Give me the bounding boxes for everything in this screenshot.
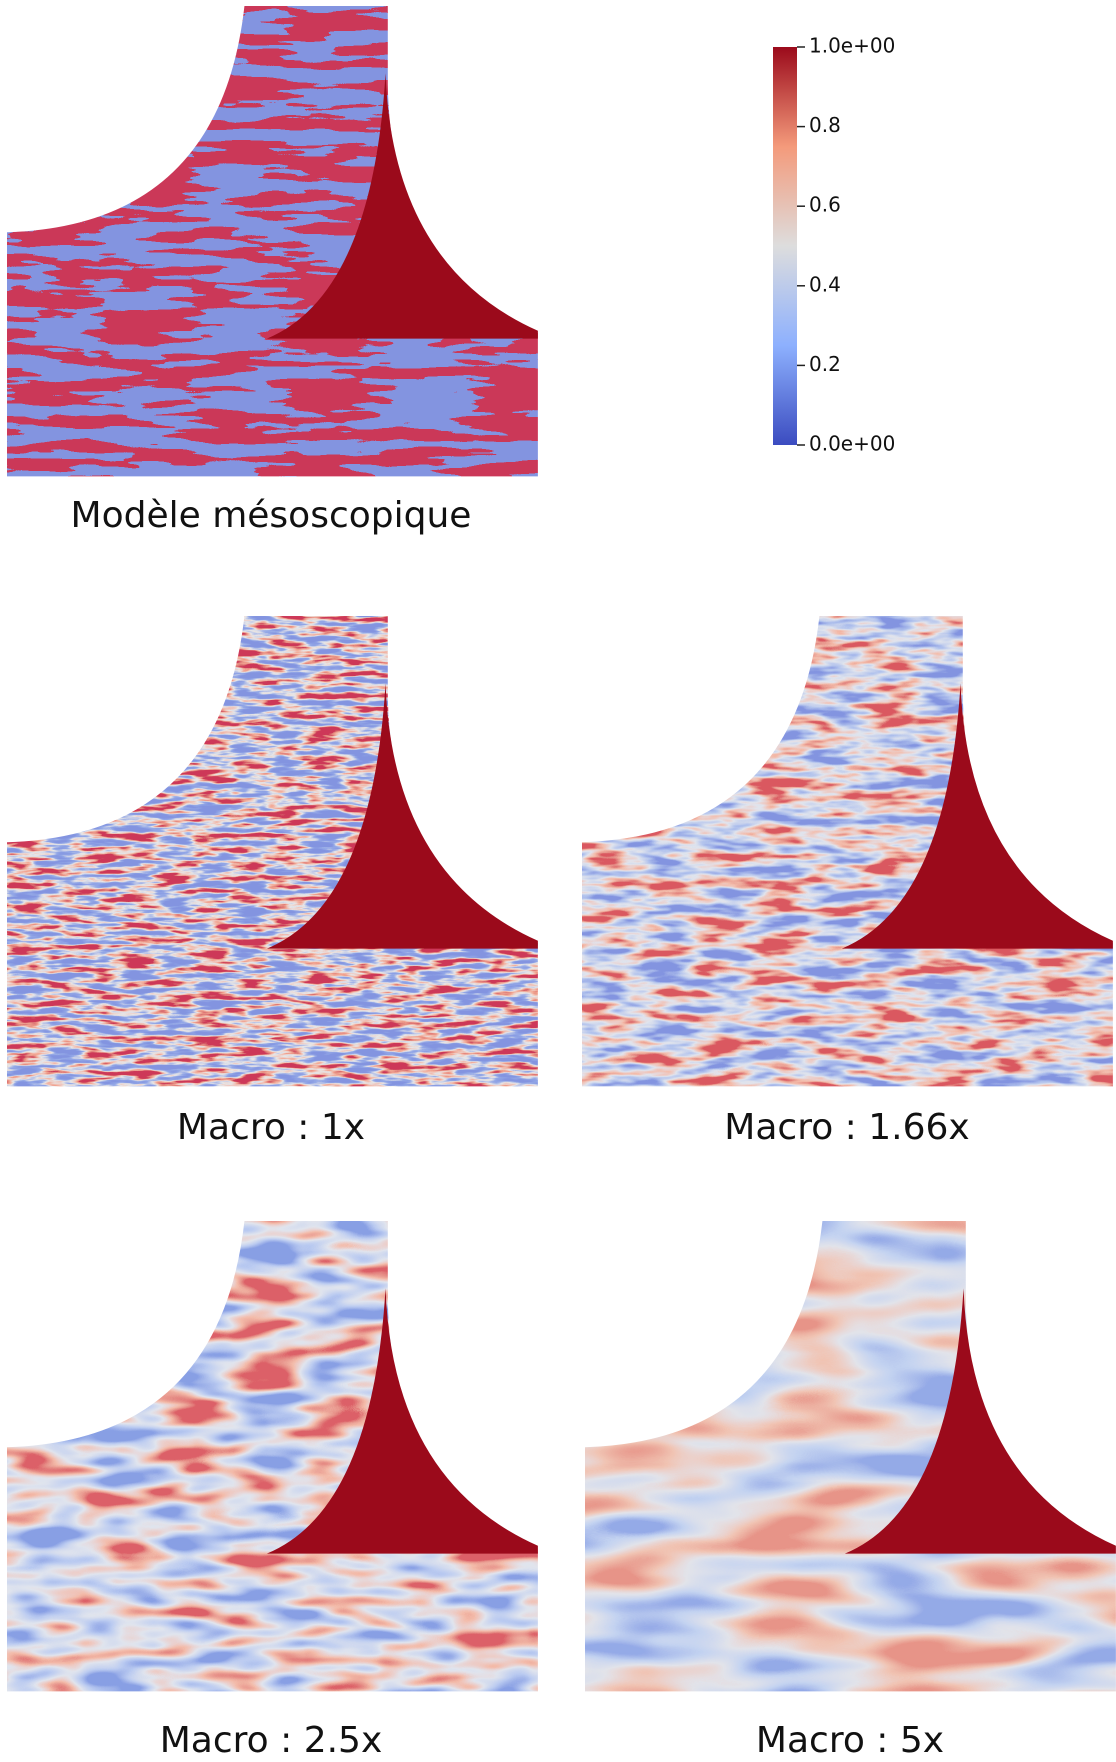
- colorbar: [773, 47, 797, 445]
- field-panel: [7, 616, 538, 1087]
- colorbar-tick-label: 0.6: [809, 193, 841, 217]
- field-panel: [7, 1221, 538, 1692]
- colorbar-tick-label: 0.4: [809, 272, 841, 296]
- caption: Macro : 1x: [177, 1107, 365, 1148]
- field-panel: [585, 1221, 1116, 1692]
- colorbar-tick-label: 1.0e+00: [809, 34, 895, 58]
- field-panel: [582, 616, 1113, 1087]
- caption: Macro : 5x: [756, 1720, 944, 1761]
- caption: Macro : 2.5x: [160, 1720, 383, 1761]
- field-panel: [7, 6, 538, 477]
- caption: Macro : 1.66x: [724, 1107, 969, 1148]
- caption: Modèle mésoscopique: [71, 495, 472, 536]
- colorbar-tick-label: 0.2: [809, 352, 841, 376]
- colorbar-tick-label: 0.0e+00: [809, 432, 895, 456]
- colorbar-tick-label: 0.8: [809, 113, 841, 137]
